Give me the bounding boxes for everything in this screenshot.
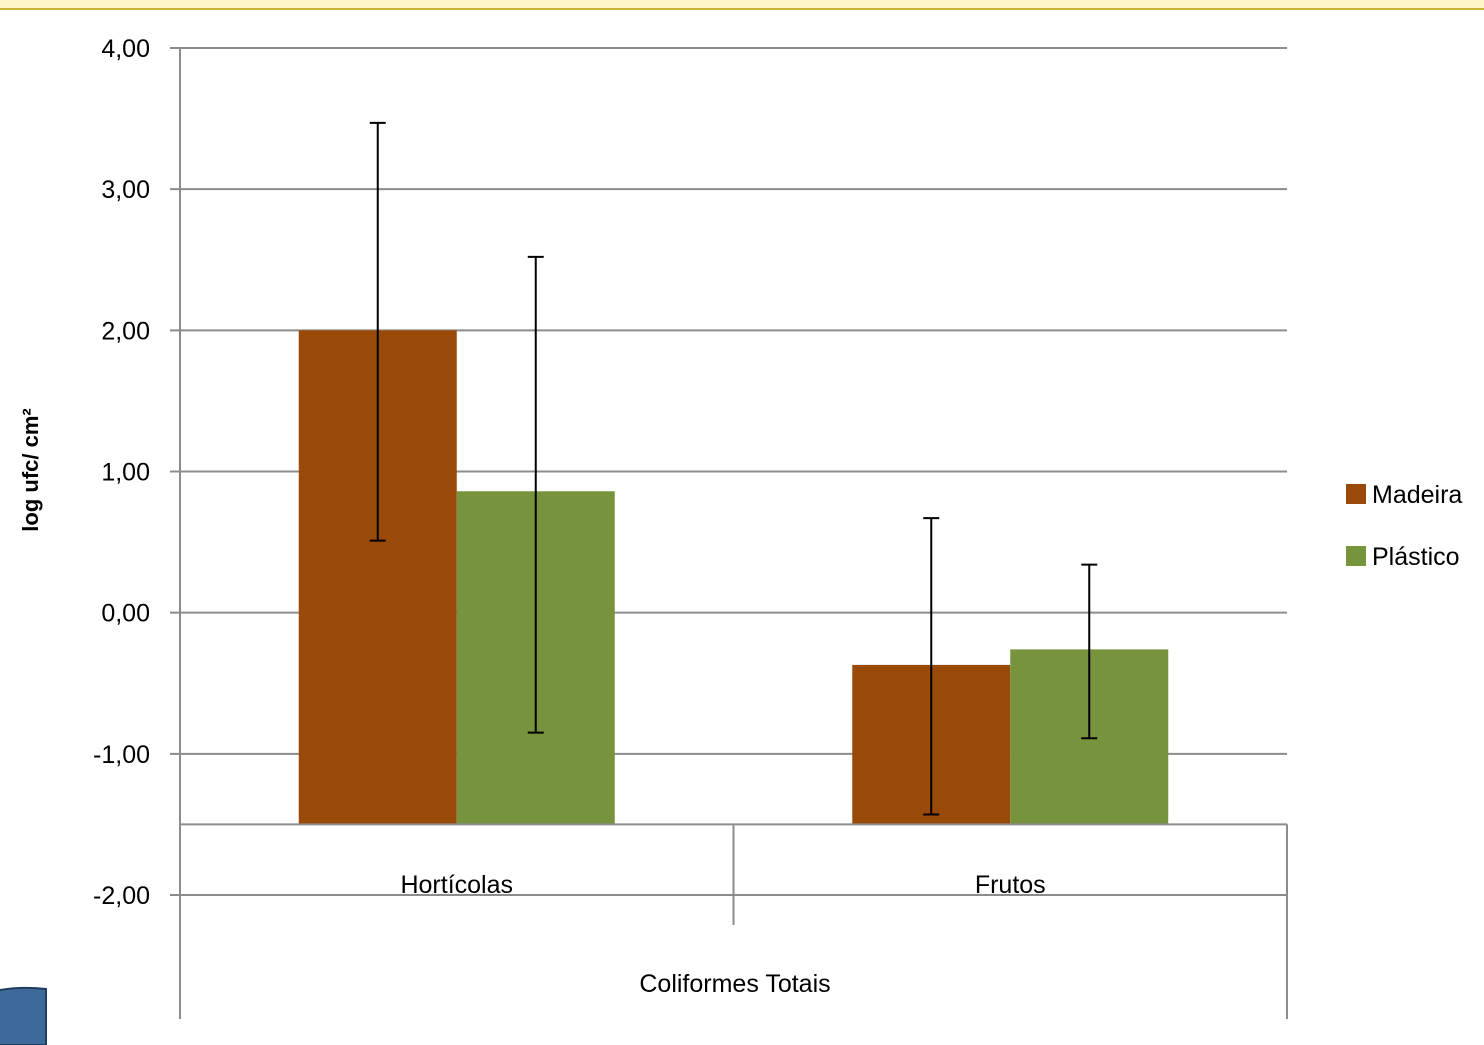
legend-label: Plástico bbox=[1372, 543, 1460, 571]
gridlines bbox=[170, 47, 1287, 896]
y-axis-title: log ufc/ cm² bbox=[18, 408, 43, 531]
group-label: Coliformes Totais bbox=[639, 970, 830, 998]
y-tick-label: 2,00 bbox=[101, 317, 150, 345]
y-tick-label: 0,00 bbox=[101, 600, 150, 628]
decorative-shape bbox=[0, 986, 47, 1045]
axes: 4,00 3,00 2,00 1,00 0,00 -1,00 -2,00 bbox=[93, 35, 1288, 1019]
y-tick-label: 3,00 bbox=[101, 176, 150, 204]
legend-label: Madeira bbox=[1372, 481, 1462, 509]
category-label: Frutos bbox=[975, 871, 1046, 899]
bars bbox=[298, 330, 1169, 825]
top-banner bbox=[0, 0, 1484, 10]
y-tick-label: -2,00 bbox=[93, 882, 150, 910]
legend: Madeira Plástico bbox=[1346, 481, 1462, 571]
legend-swatch bbox=[1346, 546, 1366, 566]
y-tick-label: 4,00 bbox=[101, 35, 150, 63]
y-tick-label: 1,00 bbox=[101, 459, 150, 487]
y-tick-label: -1,00 bbox=[93, 741, 150, 769]
bar-chart: 4,00 3,00 2,00 1,00 0,00 -1,00 -2,00 log ufc/ … bbox=[18, 35, 1462, 1019]
legend-swatch bbox=[1346, 484, 1366, 504]
labels: log ufc/ cm² Coliformes Totais Hortícola… bbox=[18, 408, 1046, 998]
error-bars bbox=[369, 121, 1098, 816]
category-label: Hortícolas bbox=[400, 871, 513, 899]
